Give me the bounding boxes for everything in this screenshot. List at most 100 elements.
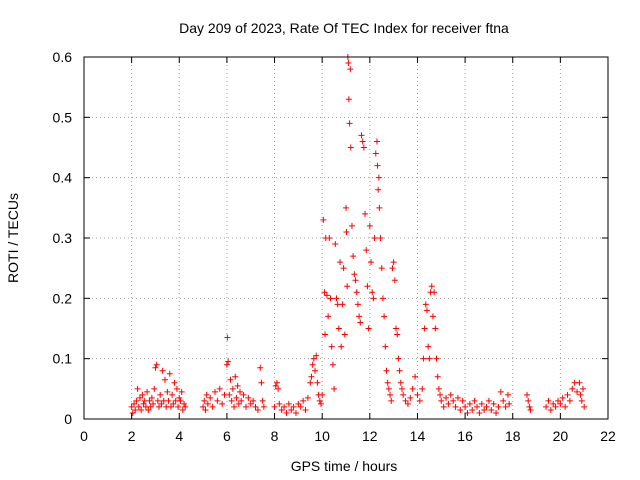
data-point <box>341 331 348 338</box>
data-point <box>331 385 338 392</box>
x-tick-label: 6 <box>223 428 231 444</box>
data-point <box>345 96 352 103</box>
data-point <box>478 400 485 407</box>
data-point <box>370 295 377 302</box>
data-point <box>177 397 184 404</box>
data-point <box>247 400 254 407</box>
data-point <box>257 364 264 371</box>
data-point <box>407 394 414 401</box>
y-tick-label: 0.3 <box>53 230 73 246</box>
data-point <box>360 144 367 151</box>
data-point <box>285 400 292 407</box>
data-point <box>157 391 164 398</box>
data-point <box>128 403 135 410</box>
data-point <box>379 295 386 302</box>
data-point <box>566 397 573 404</box>
data-point <box>437 391 444 398</box>
data-point <box>292 409 299 416</box>
data-point <box>332 241 339 248</box>
data-point <box>154 397 161 404</box>
data-point <box>450 397 457 404</box>
data-point <box>391 277 398 284</box>
data-point <box>343 228 350 235</box>
x-tick-label: 0 <box>80 428 88 444</box>
data-point <box>443 394 450 401</box>
data-point <box>219 400 226 407</box>
data-point <box>276 400 283 407</box>
data-point <box>260 403 267 410</box>
data-point <box>350 253 357 260</box>
data-point <box>202 406 209 413</box>
data-point <box>258 379 265 386</box>
data-point <box>229 385 236 392</box>
data-point <box>238 397 245 404</box>
data-point <box>319 391 326 398</box>
data-point <box>474 403 480 410</box>
data-point <box>224 334 231 341</box>
data-point <box>323 292 330 299</box>
data-point <box>304 394 311 401</box>
data-point <box>234 382 241 389</box>
data-point <box>371 235 378 241</box>
data-point <box>240 391 247 398</box>
data-point <box>464 409 471 416</box>
data-point <box>245 394 252 401</box>
data-point <box>147 403 154 410</box>
data-point <box>309 361 316 368</box>
data-point <box>490 400 497 407</box>
data-point <box>466 400 473 407</box>
data-point <box>414 391 421 398</box>
data-point <box>354 301 361 308</box>
data-point <box>166 370 173 377</box>
data-point <box>485 397 492 404</box>
data-point <box>459 397 466 404</box>
data-point <box>242 403 249 410</box>
data-point <box>273 379 280 386</box>
data-point <box>283 409 290 416</box>
data-point <box>173 385 180 392</box>
data-point <box>312 367 319 374</box>
chart-title: Day 209 of 2023, Rate Of TEC Index for r… <box>179 20 509 36</box>
data-point <box>433 355 440 362</box>
data-point <box>167 403 174 410</box>
data-point <box>317 400 324 407</box>
data-point <box>419 385 426 392</box>
data-point <box>378 265 385 272</box>
data-point <box>300 397 307 404</box>
data-point <box>376 204 383 211</box>
data-point <box>171 379 178 386</box>
data-point <box>214 397 221 404</box>
data-point <box>333 295 340 302</box>
data-point <box>281 403 288 410</box>
x-tick-label: 14 <box>410 428 426 444</box>
data-point <box>425 343 432 350</box>
data-point <box>165 397 172 404</box>
data-point <box>365 325 372 332</box>
data-point <box>252 403 259 410</box>
data-point <box>327 295 334 302</box>
y-tick-label: 0.1 <box>53 351 73 367</box>
data-point <box>345 60 352 67</box>
x-tick-label: 22 <box>600 428 616 444</box>
data-point <box>278 406 285 413</box>
data-point <box>321 289 328 296</box>
data-point <box>358 132 365 139</box>
data-point <box>176 394 183 401</box>
data-point <box>447 391 454 398</box>
data-point <box>557 400 564 407</box>
data-point <box>328 343 335 350</box>
data-point <box>554 397 561 404</box>
data-point <box>145 406 152 413</box>
data-point <box>390 259 397 266</box>
data-point <box>232 373 239 380</box>
data-point <box>326 235 333 241</box>
data-point <box>352 277 359 284</box>
data-point <box>364 283 371 290</box>
data-point <box>136 394 143 401</box>
data-point <box>320 216 327 223</box>
grid-lines <box>84 57 608 419</box>
data-point <box>375 186 382 193</box>
data-point <box>506 400 513 407</box>
data-point <box>574 388 581 395</box>
